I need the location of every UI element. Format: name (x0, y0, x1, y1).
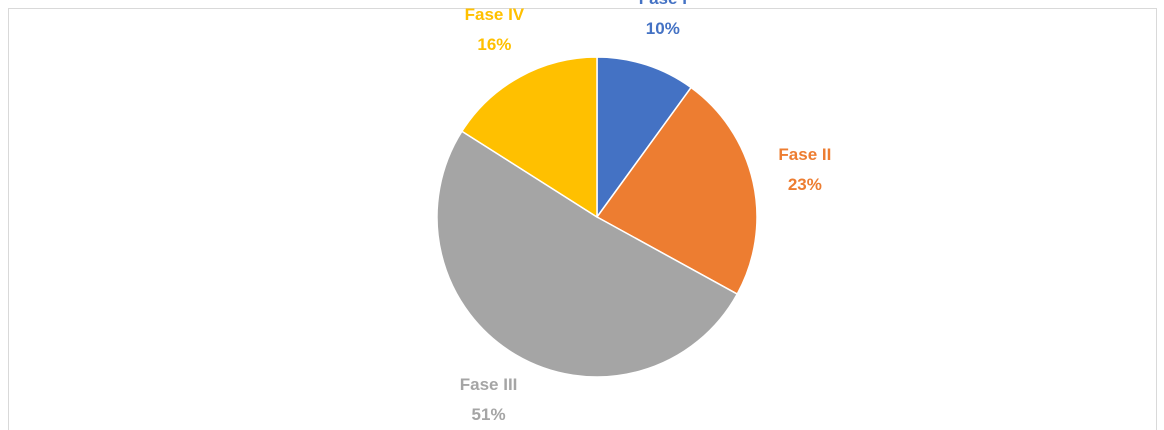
slice-label: Fase II (778, 145, 831, 164)
slice-label: Fase III (460, 375, 518, 394)
slice-label: Fase IV (465, 5, 525, 24)
slice-value-label: 10% (646, 19, 680, 38)
chart-border (8, 8, 1157, 430)
pie-slice (436, 130, 739, 378)
slice-value-label: 16% (477, 35, 511, 54)
slice-value-label: 51% (472, 405, 506, 424)
pie-slice (596, 56, 693, 220)
pie-slice (595, 86, 758, 296)
slice-value-label: 23% (788, 175, 822, 194)
pie-slice (460, 56, 598, 219)
slice-label: Fase I (639, 0, 687, 8)
